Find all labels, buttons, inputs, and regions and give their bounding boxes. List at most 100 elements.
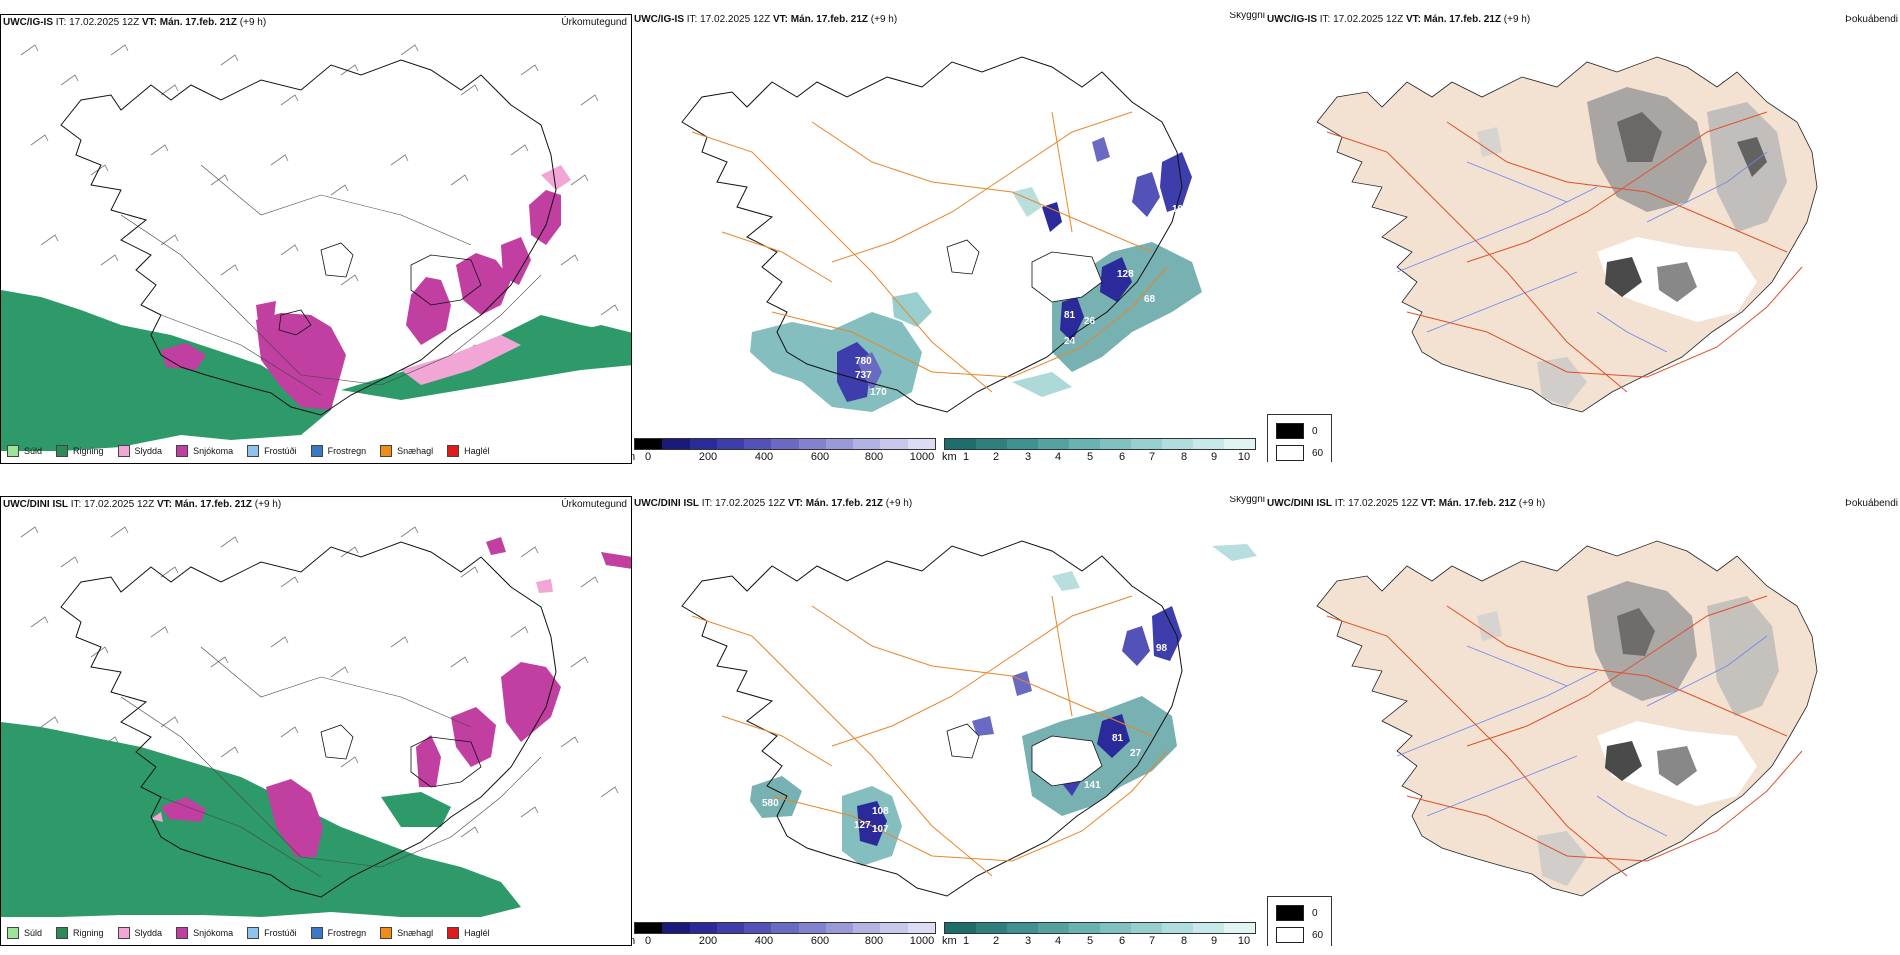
height-field — [1060, 297, 1084, 342]
visibility-map: 780 737 170 81 24 68 128 39 26 105 10 16… — [681, 56, 1202, 413]
vt-label: VT: — [1420, 498, 1436, 509]
fog-legend-swatch — [1276, 905, 1304, 921]
precip-map — [1, 44, 631, 451]
height-field — [1132, 172, 1160, 217]
fog-legend-row: 60 — [1276, 445, 1323, 461]
height-field — [1100, 257, 1132, 302]
tick-label: 4 — [1054, 935, 1062, 946]
lead-time: (+9 h) — [1503, 14, 1531, 25]
model-name: UWC/DINI ISL — [634, 498, 699, 509]
panel-title: Þokuábendi — [1845, 498, 1898, 509]
init-time: 17.02.2025 12Z — [84, 499, 155, 510]
precip-legend: Súld Rigning Slydda Snjókoma Frostúði Fr… — [7, 927, 490, 939]
legend-swatch — [310, 927, 323, 939]
vt-label: VT: — [156, 499, 172, 510]
fog-legend-row: 60 — [1276, 927, 1323, 943]
tick-label: 6 — [1118, 451, 1126, 462]
legend-swatch — [56, 445, 69, 457]
legend-label: Haglél — [464, 928, 490, 938]
legend-item-slydda: Slydda — [117, 927, 163, 939]
roads — [1326, 595, 1803, 877]
coastline — [681, 56, 1183, 413]
scale-unit: km — [942, 451, 957, 462]
snow-area — [416, 735, 441, 787]
tick-label: 8 — [1180, 935, 1188, 946]
snow-area — [451, 707, 496, 767]
precip-map — [1, 526, 631, 917]
fog-field — [1617, 112, 1662, 162]
panel-title: Úrkomutegund — [561, 17, 627, 28]
vt-label: VT: — [772, 14, 788, 25]
legend-swatch — [56, 927, 69, 939]
sleet-area — [541, 165, 571, 190]
legend-swatch — [117, 927, 130, 939]
visibility-field — [1052, 571, 1080, 591]
visibility-field — [1012, 372, 1072, 397]
snow-area — [501, 662, 561, 742]
legend-item-frostudi: Frostúði — [247, 445, 297, 457]
legend-label: Slydda — [134, 928, 163, 938]
fog-field — [1537, 357, 1587, 407]
legend-swatch — [247, 927, 260, 939]
height-field — [1122, 626, 1150, 666]
tick-label: 5 — [1086, 451, 1094, 462]
tick-label: 2 — [992, 451, 1000, 462]
visibility-labels: 580 127 108 107 59 141 81 252 173 98 101… — [762, 643, 1173, 835]
value-label: 128 — [1117, 269, 1134, 280]
legend-label: Snjókoma — [193, 446, 234, 456]
fog-legend: 0 60 — [1267, 896, 1333, 946]
visibility-field — [1022, 696, 1177, 816]
snow-area — [256, 301, 276, 330]
legend-item-sudd: Súld — [7, 927, 42, 939]
legend-item-snaehagl: Snæhagl — [380, 927, 433, 939]
legend-item-snjokoma: Snjókoma — [176, 927, 233, 939]
value-label: 127 — [854, 820, 871, 831]
tick-label: 200 — [698, 451, 718, 462]
legend-label: Frostúði — [264, 928, 297, 938]
coastline — [681, 540, 1183, 897]
tick-label: 0 — [644, 935, 652, 946]
legend-swatch — [7, 927, 19, 939]
fog-field — [1737, 137, 1767, 177]
value-label: 580 — [762, 798, 779, 809]
legend-label: Súld — [24, 928, 43, 938]
it-label: IT: — [701, 498, 713, 509]
legend-item-frostudi: Frostúði — [247, 927, 297, 939]
fog-panel: UWC/IG-IS IT: 17.02.2025 12Z VT: Mán. 17… — [1267, 12, 1900, 462]
value-label: 173 — [1152, 660, 1169, 671]
valid-time: Mán. 17.feb. 21Z — [805, 498, 883, 509]
fog-field — [1477, 127, 1502, 157]
glacier — [946, 239, 1103, 303]
panel-header: UWC/IG-IS IT: 17.02.2025 12Z VT: Mán. 17… — [3, 15, 266, 31]
fog-field — [1657, 262, 1697, 302]
rain-area — [381, 792, 451, 827]
value-label: 737 — [855, 370, 872, 381]
legend-label: Frostregn — [327, 446, 367, 456]
value-label: 10 — [1144, 226, 1156, 237]
fog-legend-label: 0 — [1312, 425, 1318, 437]
value-label: 101 — [1156, 688, 1173, 699]
height-field — [857, 801, 887, 846]
visibility-scale-colors — [944, 922, 1256, 934]
init-time: 17.02.2025 12Z — [715, 498, 786, 509]
coastline — [60, 541, 557, 898]
sleet-area — [151, 812, 163, 822]
tick-label: 1000 — [909, 451, 935, 462]
forecast-row-2: UWC/DINI ISL IT: 17.02.2025 12Z VT: Mán.… — [0, 480, 1900, 955]
valid-time: Mán. 17.feb. 21Z — [159, 17, 237, 28]
vt-label: VT: — [141, 17, 157, 28]
valid-time: Mán. 17.feb. 21Z — [1423, 14, 1501, 25]
model-name: UWC/IG-IS — [634, 14, 684, 25]
visibility-map: 580 127 108 107 59 141 81 252 173 98 101… — [681, 540, 1257, 897]
legend-item-snaehagl: Snæhagl — [380, 445, 433, 457]
height-field — [1042, 202, 1062, 232]
snow-area — [486, 537, 506, 555]
legend-swatch — [117, 445, 130, 457]
tick-label: 1000 — [909, 935, 935, 946]
tick-label: 0 — [644, 451, 652, 462]
tick-label: 3 — [1024, 935, 1032, 946]
height-scale-colors — [634, 922, 936, 934]
init-time: 17.02.2025 12Z — [1333, 14, 1404, 25]
panel-header: UWC/IG-IS IT: 17.02.2025 12Z VT: Mán. 17… — [634, 12, 897, 28]
panel-title: Þokuábendi — [1845, 14, 1898, 25]
